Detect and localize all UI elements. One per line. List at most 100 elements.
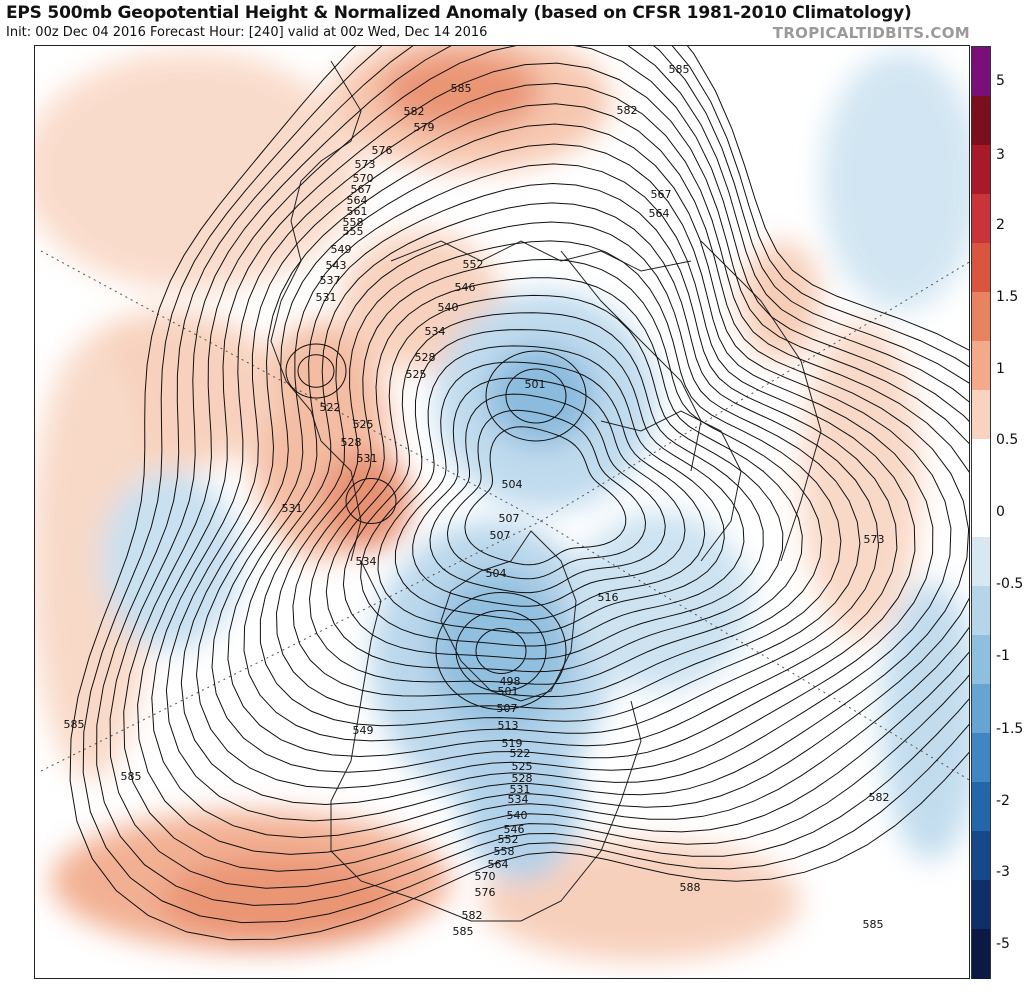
height-contours — [69, 46, 969, 941]
contour-label: 504 — [486, 567, 507, 580]
contour-label: 567 — [651, 188, 672, 201]
height-contour — [123, 46, 969, 872]
contour-label: 525 — [353, 418, 374, 431]
contour-label: 537 — [320, 274, 341, 287]
contour-label: 582 — [617, 104, 638, 117]
height-contour — [109, 46, 969, 889]
contour-label: 582 — [462, 909, 483, 922]
closed-contour — [345, 478, 397, 524]
contour-label: 576 — [475, 886, 496, 899]
height-contour — [377, 345, 725, 634]
contour-label: 567 — [351, 183, 372, 196]
closed-contour — [435, 592, 567, 710]
contour-label: 585 — [453, 925, 474, 938]
contour-label: 573 — [355, 158, 376, 171]
contour-label: 501 — [525, 378, 546, 391]
height-contour — [292, 258, 823, 698]
colorbar-swatch — [972, 96, 990, 146]
contour-label: 546 — [504, 823, 525, 836]
contour-label: 531 — [357, 452, 378, 465]
height-contour — [325, 294, 784, 673]
height-contour — [394, 361, 706, 621]
contour-label: 534 — [356, 555, 377, 568]
contour-label: 555 — [343, 225, 364, 238]
height-contour — [165, 103, 969, 822]
height-contour — [464, 426, 627, 566]
colorbar — [971, 46, 991, 979]
contour-label: 549 — [353, 724, 374, 737]
contour-label: 579 — [414, 121, 435, 134]
colorbar-swatch — [972, 194, 990, 244]
colorbar-swatch — [972, 47, 990, 97]
contour-label: 582 — [869, 791, 890, 804]
colorbar-label: -3 — [996, 864, 1010, 880]
contour-label: 507 — [490, 529, 511, 542]
colorbar-label: -0.5 — [996, 576, 1024, 592]
contour-label: 558 — [343, 216, 364, 229]
colorbar-swatch — [972, 390, 990, 440]
colorbar-label: -5 — [996, 936, 1010, 952]
colorbar-label: -1 — [996, 648, 1010, 664]
contour-label: 540 — [507, 809, 528, 822]
map-panel: 585 585 582 582 579 576 573 570 567 564 561 558 555 5… — [34, 45, 970, 979]
contour-label: 570 — [353, 172, 374, 185]
contour-label: 534 — [425, 325, 446, 338]
colorbar-label: -1.5 — [996, 721, 1024, 737]
contour-label: 570 — [475, 870, 496, 883]
height-contour — [308, 277, 803, 685]
contour-label: 585 — [451, 82, 472, 95]
colorbar-swatch — [972, 537, 990, 587]
colorbar-swatch — [972, 831, 990, 881]
contour-label: 534 — [508, 793, 529, 806]
closed-contour — [455, 610, 547, 692]
contour-label: 525 — [406, 368, 427, 381]
colorbar-swatch — [972, 488, 990, 538]
contour-label: 531 — [316, 291, 337, 304]
contour-label: 585 — [669, 63, 690, 76]
contour-label: 528 — [415, 351, 436, 364]
colorbar-label: 1 — [996, 361, 1005, 377]
contour-label: 507 — [499, 512, 520, 525]
colorbar-label: -2 — [996, 793, 1010, 809]
colorbar-swatch — [972, 684, 990, 734]
contour-label: 501 — [498, 685, 519, 698]
height-contour — [342, 312, 764, 660]
colorbar-label: 0 — [996, 504, 1005, 520]
colorbar-swatch — [972, 929, 990, 979]
height-contour — [275, 240, 842, 712]
height-contour — [137, 62, 969, 855]
colorbar-label: 2 — [996, 217, 1005, 233]
colorbar-swatch — [972, 292, 990, 342]
contour-label: 531 — [282, 502, 303, 515]
contour-label: 585 — [64, 718, 85, 731]
contour-label: 558 — [494, 845, 515, 858]
height-contour — [96, 46, 969, 906]
contour-label: 543 — [326, 259, 347, 272]
contour-label: 522 — [320, 401, 341, 414]
contour-label: 504 — [502, 478, 523, 491]
contour-label: 531 — [510, 783, 531, 796]
height-contour — [211, 163, 916, 773]
contour-label: 540 — [438, 301, 459, 314]
closed-contour — [297, 354, 335, 388]
colorbar-swatch — [972, 733, 990, 783]
height-contour — [259, 221, 861, 727]
contour-label: 546 — [455, 281, 476, 294]
colorbar-swatch — [972, 586, 990, 636]
closed-contour — [285, 343, 347, 399]
chart-subtitle: Init: 00z Dec 04 2016 Forecast Hour: [24… — [6, 25, 488, 40]
contour-label: 516 — [598, 591, 619, 604]
height-contour — [429, 393, 666, 594]
contour-label: 498 — [500, 675, 521, 688]
colorbar-swatch — [972, 145, 990, 195]
height-contour — [412, 377, 686, 607]
contour-label: 585 — [863, 918, 884, 931]
colorbar-swatch — [972, 782, 990, 832]
contour-label: 528 — [512, 772, 533, 785]
contour-label: 585 — [121, 770, 142, 783]
height-contour — [151, 82, 969, 839]
contour-label: 528 — [341, 436, 362, 449]
colorbar-label: 3 — [996, 147, 1005, 163]
height-contour — [227, 182, 898, 758]
